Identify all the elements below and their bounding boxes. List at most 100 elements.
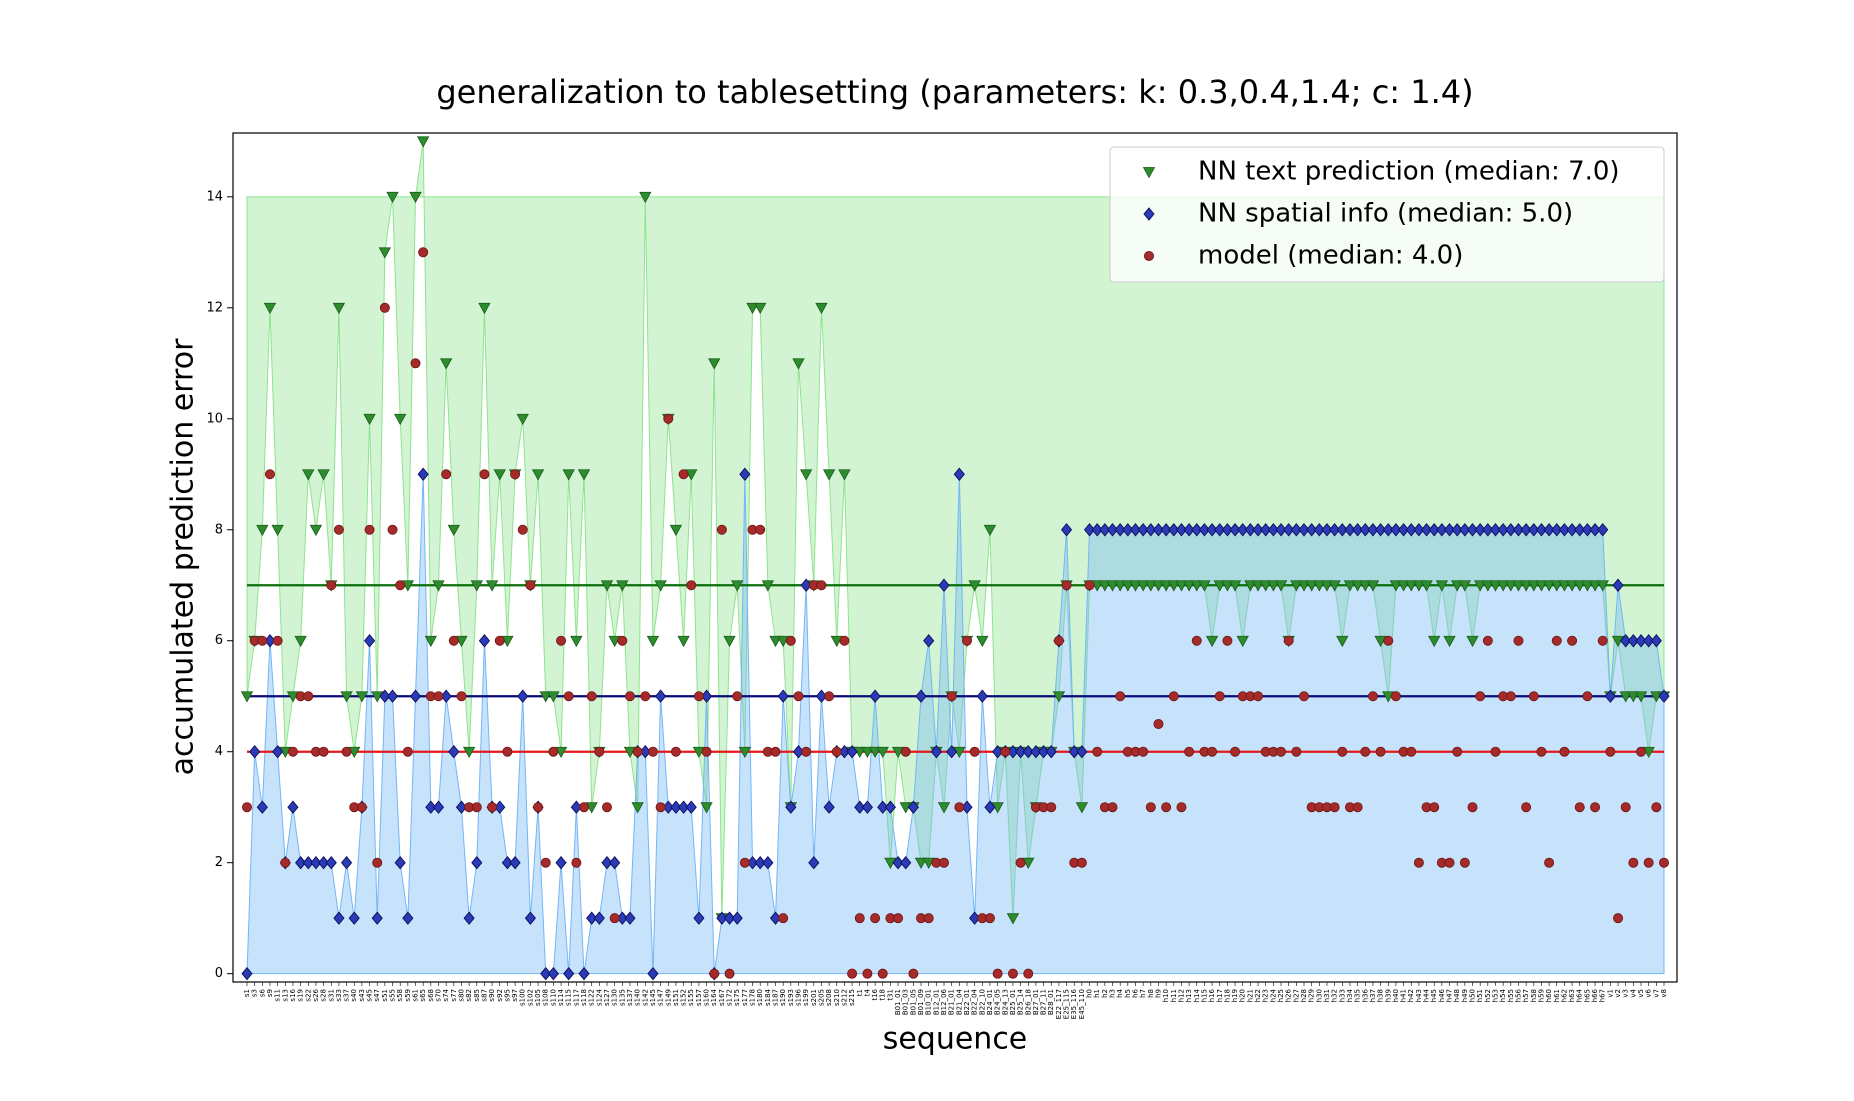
x-tick-label: h60 — [1545, 989, 1553, 1002]
diamond-marker — [1436, 523, 1448, 537]
x-tick-label: B21_01 — [948, 989, 956, 1015]
diamond-marker — [471, 855, 483, 870]
diamond-marker — [1183, 523, 1195, 537]
diamond-marker — [1566, 523, 1578, 537]
triangle-marker — [1236, 635, 1249, 648]
diamond-marker — [379, 689, 391, 703]
triangle-marker — [1581, 580, 1594, 592]
x-tick-label: t16 — [871, 988, 879, 1000]
diamond-marker — [1367, 523, 1379, 537]
diamond-marker — [984, 800, 996, 814]
circle-marker — [1521, 802, 1532, 813]
triangle-marker — [914, 857, 928, 870]
y-tick-label: 0 — [215, 966, 223, 981]
x-tick-label: s74 — [442, 988, 450, 1001]
circle-marker — [1574, 802, 1585, 813]
diamond-marker — [1420, 523, 1433, 537]
circle-marker — [716, 524, 727, 535]
circle-marker — [1283, 635, 1294, 646]
x-tick-label: t4 — [863, 988, 871, 996]
circle-marker — [418, 247, 429, 258]
triangle-marker — [1129, 580, 1142, 592]
triangle-marker — [378, 247, 392, 259]
diamond-marker — [1620, 634, 1632, 648]
diamond-marker — [1206, 523, 1218, 537]
x-tick-label: s149 — [664, 989, 672, 1006]
circle-marker — [1367, 691, 1378, 702]
circle-marker — [1636, 746, 1647, 757]
triangle-marker — [1142, 167, 1156, 179]
diamond-marker — [1589, 523, 1601, 537]
triangle-marker — [493, 469, 506, 481]
diamond-marker — [1512, 523, 1525, 537]
circle-marker — [624, 691, 635, 702]
circle-marker — [701, 746, 712, 757]
circle-marker — [1153, 718, 1164, 729]
triangle-marker — [654, 580, 667, 592]
circle-marker — [793, 691, 804, 702]
x-tick-label: h11 — [1170, 989, 1178, 1002]
triangle-marker — [1443, 635, 1456, 648]
x-tick-label: s33 — [335, 989, 343, 1002]
x-tick-label: h19 — [1231, 989, 1239, 1002]
x-tick-label: v3 — [1622, 989, 1630, 998]
x-tick-label: B25_01 — [1009, 989, 1017, 1015]
diamond-marker — [547, 966, 559, 981]
triangle-marker — [708, 358, 721, 370]
x-tick-label: B26_18 — [1024, 989, 1032, 1015]
circle-marker — [617, 635, 628, 646]
circle-marker — [586, 691, 597, 702]
diamond-marker — [923, 634, 935, 648]
circle-marker — [525, 580, 536, 591]
circle-marker — [372, 857, 383, 868]
triangle-marker — [539, 691, 552, 703]
x-tick-label: h26 — [1285, 988, 1293, 1002]
circle-marker — [1413, 857, 1424, 868]
circle-marker — [510, 469, 521, 480]
triangle-marker — [1473, 580, 1487, 592]
y-tick-label: 6 — [215, 633, 223, 648]
diamond-marker — [1229, 523, 1241, 537]
triangle-marker — [1259, 580, 1272, 592]
circle-marker — [1643, 857, 1654, 868]
triangle-marker — [822, 469, 836, 481]
x-tick-label: B21_04 — [955, 988, 963, 1015]
triangle-marker — [302, 469, 315, 481]
x-tick-label: s31 — [327, 989, 335, 1002]
diamond-marker — [1145, 523, 1157, 537]
diamond-marker — [425, 800, 437, 814]
x-tick-label: h63 — [1568, 989, 1576, 1002]
triangle-marker — [1405, 580, 1418, 592]
x-tick-label: h18 — [1223, 989, 1231, 1002]
circle-marker — [1390, 691, 1401, 702]
x-tick-label: s199 — [802, 989, 810, 1006]
legend-label: model (median: 4.0) — [1198, 241, 1463, 271]
diamond-marker — [555, 855, 567, 870]
circle-marker — [1329, 802, 1340, 813]
diamond-marker — [318, 855, 330, 870]
diamond-marker — [1497, 523, 1509, 537]
circle-marker — [364, 524, 375, 535]
x-tick-label: B10_01 — [925, 989, 933, 1015]
diamond-marker — [386, 689, 399, 703]
triangle-marker — [1006, 913, 1020, 925]
x-tick-label: s175 — [733, 989, 741, 1006]
y-tick-label: 4 — [215, 744, 223, 759]
x-tick-label: s160 — [703, 989, 711, 1006]
diamond-marker — [1298, 523, 1310, 537]
x-tick-label: t1 — [856, 989, 864, 996]
x-tick-label: s157 — [695, 989, 703, 1006]
diamond-marker — [1329, 523, 1341, 537]
diamond-marker — [1015, 745, 1027, 759]
triangle-marker — [1366, 580, 1380, 592]
triangle-marker — [485, 580, 499, 592]
diamond-marker — [1405, 523, 1417, 537]
diamond-marker — [1551, 523, 1563, 537]
triangle-marker — [738, 746, 752, 759]
circle-marker — [785, 635, 796, 646]
x-tick-label: h45 — [1430, 989, 1438, 1002]
x-tick-label: s97 — [511, 989, 519, 1002]
triangle-marker — [240, 691, 254, 703]
diamond-marker — [1604, 689, 1616, 703]
triangle-marker — [547, 691, 560, 703]
